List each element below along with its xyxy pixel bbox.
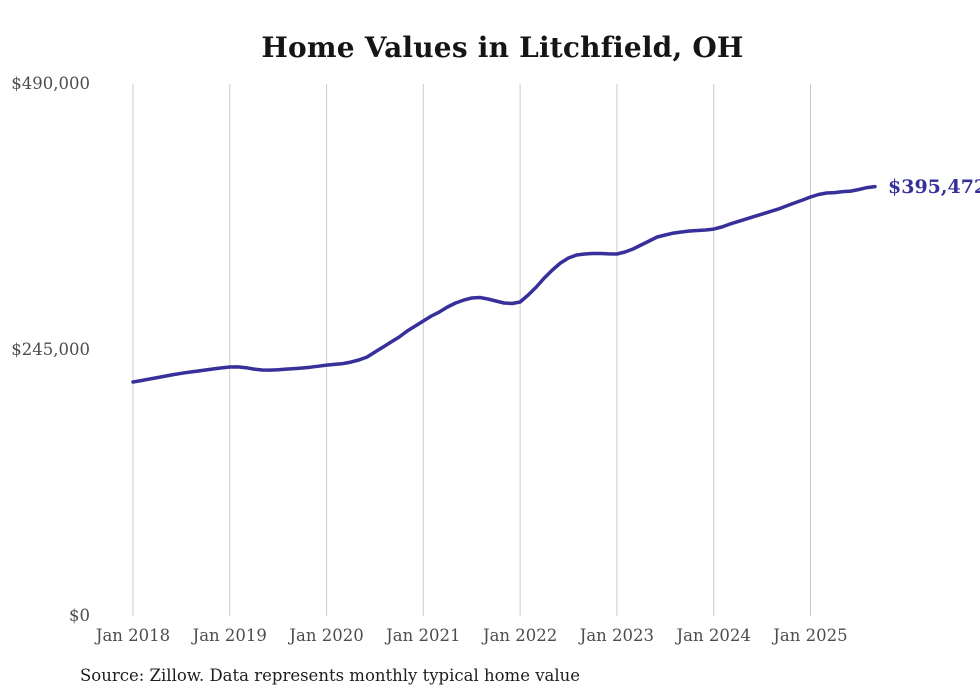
x-axis-tick-label: Jan 2020 [289,626,364,645]
home-value-series-line [131,184,877,384]
chart-title: Home Values in Litchfield, OH [261,31,744,64]
source-note: Source: Zillow. Data represents monthly … [80,666,581,685]
x-axis-tick-label: Jan 2021 [386,626,461,645]
y-axis-tick-label: $245,000 [11,340,90,359]
gridlines [132,84,811,616]
y-axis-tick-label: $0 [69,606,90,625]
x-axis-tick-label: Jan 2019 [192,626,267,645]
x-axis-tick-label: Jan 2023 [579,626,655,645]
y-axis-tick-label: $490,000 [11,74,90,93]
x-axis-tick-label: Jan 2024 [676,626,751,645]
x-axis-tick-label: Jan 2022 [482,626,558,645]
x-axis-tick-label: Jan 2018 [95,626,171,645]
x-axis-tick-label: Jan 2025 [773,626,848,645]
final-value-label: $395,472 [888,175,980,198]
